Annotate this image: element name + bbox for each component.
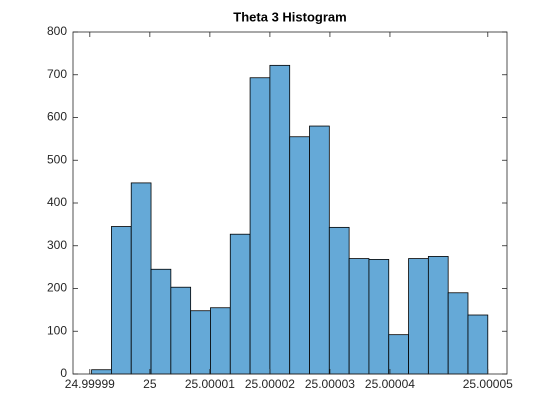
bar <box>91 369 112 375</box>
y-tick-label: 700 <box>47 67 67 81</box>
bar <box>190 310 211 375</box>
bar <box>111 226 132 375</box>
y-tick-label: 200 <box>47 281 67 295</box>
x-tick-label: 24.99999 <box>65 377 115 391</box>
bar <box>130 182 152 375</box>
y-tick-label: 600 <box>47 110 67 124</box>
bar <box>229 233 251 375</box>
bar <box>408 258 429 375</box>
y-tick-label: 500 <box>47 152 67 166</box>
x-tick-label: 25.00003 <box>305 377 355 391</box>
x-tick-label: 25.00005 <box>463 377 513 391</box>
x-tick-label: 25.00002 <box>245 377 295 391</box>
x-tick-label: 25.00004 <box>365 377 415 391</box>
bar <box>328 226 350 375</box>
bar <box>150 268 172 375</box>
bar <box>467 314 489 375</box>
y-tick-label: 400 <box>47 195 67 209</box>
bar <box>289 136 310 375</box>
y-tick-label: 300 <box>47 238 67 252</box>
y-tick-label: 800 <box>47 24 67 38</box>
bar <box>269 64 291 375</box>
bar <box>447 292 469 375</box>
bar <box>170 286 192 375</box>
bar <box>368 259 390 375</box>
bar <box>348 258 370 375</box>
y-tick-label: 0 <box>60 366 67 380</box>
bar <box>249 77 271 375</box>
bar <box>210 307 231 375</box>
bar <box>388 334 409 375</box>
x-tick-label: 25.00001 <box>185 377 235 391</box>
bar <box>427 256 449 375</box>
x-tick-label: 25 <box>143 377 157 391</box>
chart-title: Theta 3 Histogram <box>233 9 346 24</box>
y-tick-label: 100 <box>47 323 67 337</box>
bar <box>309 125 330 375</box>
